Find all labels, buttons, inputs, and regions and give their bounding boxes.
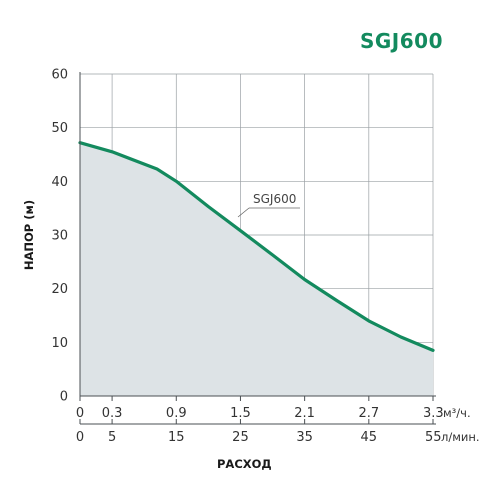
x2-tick-label-lmin: 15 <box>168 430 185 445</box>
ticks: 0 10 20 30 40 50 60 0 0.3 0.9 1.5 2.1 2.7 3.3 м³/ч. 0 5 1… <box>51 68 479 446</box>
x2-tick-label-lmin: 5 <box>108 430 116 445</box>
y-tick-label: 50 <box>51 121 68 136</box>
x-axis-label: РАСХОД <box>217 457 272 471</box>
x2-tick-label-lmin: 45 <box>361 430 378 445</box>
y-tick-label: 10 <box>51 336 68 351</box>
area-fill <box>80 142 433 396</box>
x2-tick-label-lmin: 0 <box>76 430 84 445</box>
x-unit-lmin: л/мин. <box>441 430 480 444</box>
y-tick-label: 20 <box>51 282 68 297</box>
x-tick-label-m3h: 1.5 <box>230 406 251 421</box>
series-label: SGJ600 <box>253 192 296 206</box>
x2-tick-label-lmin: 25 <box>232 430 249 445</box>
x-tick-label-m3h: 2.1 <box>294 406 315 421</box>
y-axis-label: НАПОР (м) <box>22 200 36 270</box>
y-tick-label: 30 <box>51 229 68 244</box>
chart-title: SGJ600 <box>359 29 443 53</box>
curve-sgj600 <box>78 141 435 352</box>
y-tick-label: 0 <box>60 390 68 405</box>
series-label-leader <box>237 207 250 218</box>
axes <box>79 72 436 425</box>
x-tick-label-m3h: 2.7 <box>358 406 379 421</box>
series-label-group: SGJ600 <box>237 192 300 218</box>
x2-tick-label-lmin: 35 <box>296 430 313 445</box>
x-tick-label-m3h: 0.3 <box>102 406 123 421</box>
x2-tick-label-lmin: 55 <box>425 430 442 445</box>
x-unit-m3h: м³/ч. <box>443 406 471 420</box>
x-tick-label-m3h: 0.9 <box>166 406 187 421</box>
y-tick-label: 60 <box>51 68 68 83</box>
x-tick-label-m3h: 0 <box>76 406 84 421</box>
y-tick-label: 40 <box>51 175 68 190</box>
x-tick-label-m3h: 3.3 <box>423 406 444 421</box>
